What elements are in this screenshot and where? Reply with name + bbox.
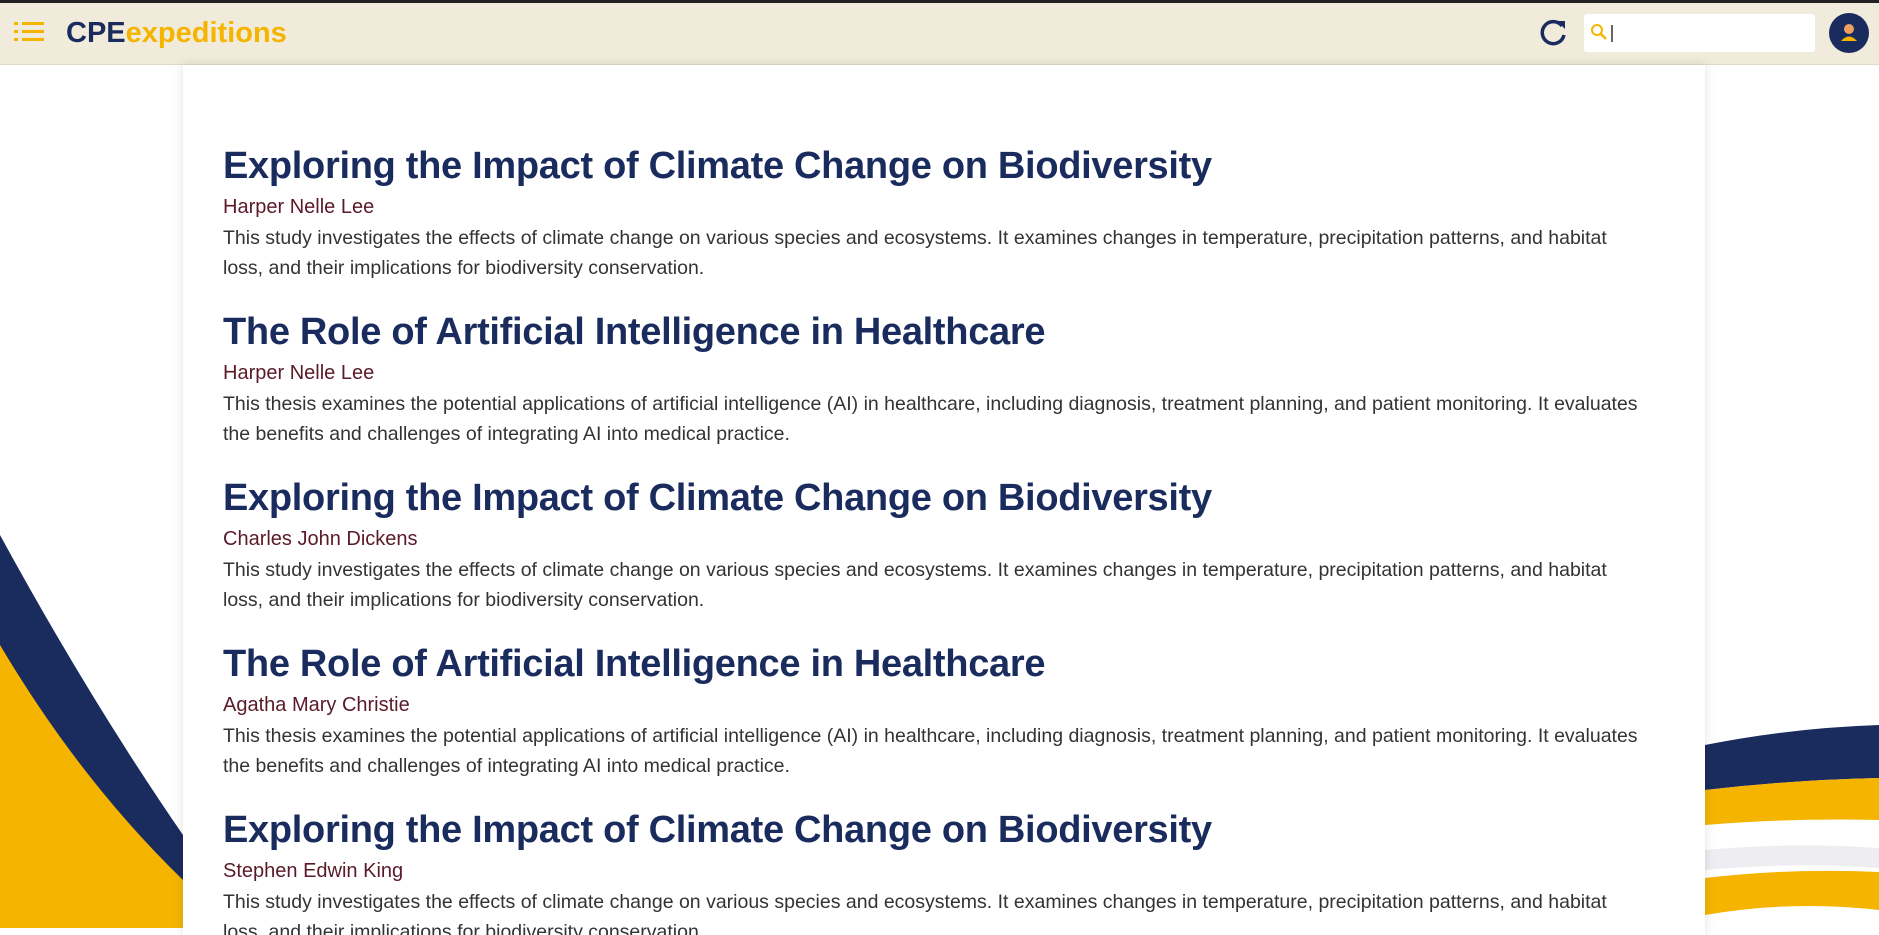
thesis-item: The Role of Artificial Intelligence in H… xyxy=(223,309,1663,449)
thesis-item: Exploring the Impact of Climate Change o… xyxy=(223,475,1663,615)
thesis-author: Harper Nelle Lee xyxy=(223,196,375,218)
thesis-title[interactable]: Exploring the Impact of Climate Change o… xyxy=(223,809,1212,851)
logo-prefix: CPE xyxy=(66,17,126,49)
top-bar: CPEexpeditions xyxy=(0,0,1879,65)
search-input[interactable] xyxy=(1584,14,1815,52)
thesis-title[interactable]: The Role of Artificial Intelligence in H… xyxy=(223,643,1046,685)
thesis-description: This thesis examines the potential appli… xyxy=(223,725,1638,777)
logo[interactable]: CPEexpeditions xyxy=(66,17,287,50)
thesis-item: Exploring the Impact of Climate Change o… xyxy=(223,807,1663,935)
thesis-author: Agatha Mary Christie xyxy=(223,694,410,716)
thesis-author: Charles John Dickens xyxy=(223,528,418,550)
thesis-item: The Role of Artificial Intelligence in H… xyxy=(223,641,1663,781)
search-icon xyxy=(1591,24,1613,42)
thesis-description: This thesis examines the potential appli… xyxy=(223,393,1638,445)
user-avatar[interactable] xyxy=(1828,12,1870,54)
thesis-author: Harper Nelle Lee xyxy=(223,362,375,384)
logo-suffix: expeditions xyxy=(125,17,287,49)
thesis-title[interactable]: The Role of Artificial Intelligence in H… xyxy=(223,311,1046,353)
refresh-button[interactable] xyxy=(1537,17,1569,49)
thesis-author: Stephen Edwin King xyxy=(223,860,404,882)
thesis-description: This study investigates the effects of c… xyxy=(223,227,1607,279)
thesis-title[interactable]: Exploring the Impact of Climate Change o… xyxy=(223,477,1212,519)
thesis-title[interactable]: Exploring the Impact of Climate Change o… xyxy=(223,145,1212,187)
content-card: Exploring the Impact of Climate Change o… xyxy=(183,65,1705,935)
thesis-item: Exploring the Impact of Climate Change o… xyxy=(223,143,1663,283)
menu-button[interactable] xyxy=(14,21,44,43)
thesis-description: This study investigates the effects of c… xyxy=(223,559,1607,611)
